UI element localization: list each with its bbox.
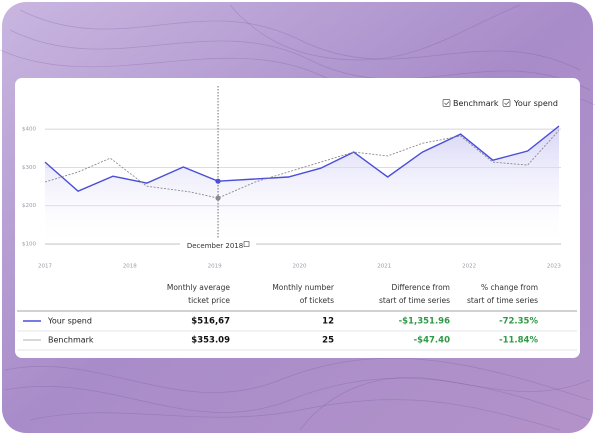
column-header: ticket price [188,296,230,305]
x-tick-label: 2020 [292,264,306,270]
x-tick-label: 2018 [123,264,137,270]
screen: Benchmark Your spend $100 $200 $300 $400 201… [0,0,595,435]
y-tick-label: $400 [22,127,36,133]
x-tick-label: 2023 [547,264,561,270]
table-cell: -$47.40 [414,336,450,346]
x-tick-label: 2019 [208,264,222,270]
row-label: Benchmark [48,336,94,345]
y-tick-label: $300 [22,165,36,171]
table-cell: 25 [322,336,334,346]
column-header: start of time series [467,296,538,305]
table-cell: $353.09 [191,336,230,346]
annotation-label: December 2018 [187,242,243,250]
y-tick-label: $200 [22,203,36,209]
column-header: Monthly number [272,283,335,292]
x-tick-label: 2017 [38,264,52,270]
table-cell: -$1,351.96 [399,317,450,327]
page: {"chart_data":{"type":"line", "x_is_year… [0,0,595,435]
column-header: Difference from [391,283,450,292]
column-header: Monthly average [167,283,231,292]
y-tick-label: $100 [22,242,36,248]
table-cell: $516,67 [191,317,230,327]
hover-dot [215,179,220,184]
x-tick-label: 2022 [462,264,476,270]
column-header: start of time series [379,296,450,305]
legend-label[interactable]: Your spend [513,99,558,108]
hover-dot [215,195,220,200]
table-cell: 12 [322,317,334,327]
table-cell: -72.35% [499,317,538,327]
row-label: Your spend [47,317,92,326]
column-header: % change from [481,283,538,292]
table-cell: -11.84% [499,336,538,346]
column-header: of tickets [300,296,334,305]
x-tick-label: 2021 [377,264,391,270]
legend-label[interactable]: Benchmark [453,99,499,108]
